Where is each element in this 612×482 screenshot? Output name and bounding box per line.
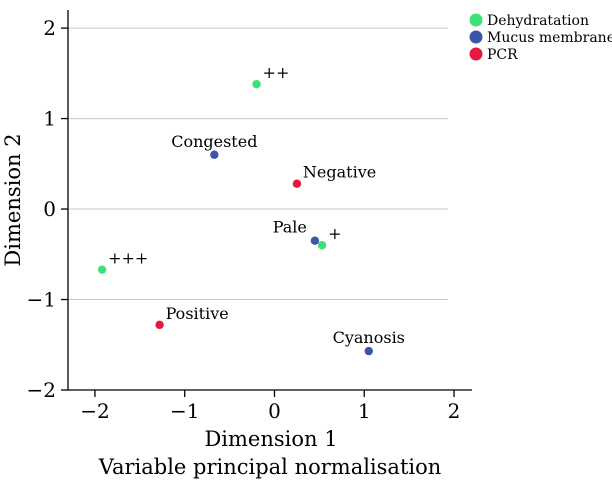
legend-marker [469, 47, 483, 61]
legend-label: PCR [487, 47, 518, 63]
point-labels: ++++++CongestedPaleCyanosisNegativePosit… [108, 63, 405, 347]
data-point [364, 346, 373, 356]
data-point [155, 320, 164, 330]
point-label: Negative [303, 163, 376, 182]
y-tick-label: −2 [27, 378, 56, 402]
point-label: Cyanosis [333, 328, 405, 347]
point-label: ++ [263, 63, 290, 82]
legend-marker [469, 30, 483, 44]
data-point [97, 265, 107, 274]
data-point [292, 179, 302, 188]
data-point [310, 236, 320, 245]
point-label: Positive [166, 304, 229, 323]
x-tick-label: 0 [268, 399, 281, 423]
x-axis-subtitle: Variable principal normalisation [98, 455, 442, 479]
y-tick-label: 1 [43, 107, 56, 131]
point-label: + [328, 224, 341, 243]
data-point [252, 79, 261, 89]
x-tick-label: −1 [170, 399, 199, 423]
axes [67, 10, 472, 391]
legend-label: Dehydratation [487, 13, 589, 29]
legend-label: Mucus membrane [487, 30, 612, 46]
x-tick-label: 2 [448, 399, 461, 423]
x-axis-title: Dimension 1 [204, 427, 337, 451]
y-axis-title: Dimension 2 [1, 133, 25, 266]
point-label: Congested [171, 132, 257, 151]
data-points [97, 79, 373, 356]
point-label: +++ [108, 249, 148, 268]
x-tick-label: 1 [358, 399, 371, 423]
ticks: −2 −1 0 1 2 −2 −1 0 1 2 [27, 16, 461, 423]
y-tick-label: −1 [27, 288, 56, 312]
data-point [317, 241, 327, 250]
data-point [210, 150, 219, 159]
x-tick-label: −2 [80, 399, 109, 423]
point-label: Pale [273, 218, 307, 237]
y-tick-label: 2 [43, 16, 56, 40]
legend-marker [469, 13, 483, 27]
y-tick-label: 0 [43, 197, 56, 221]
